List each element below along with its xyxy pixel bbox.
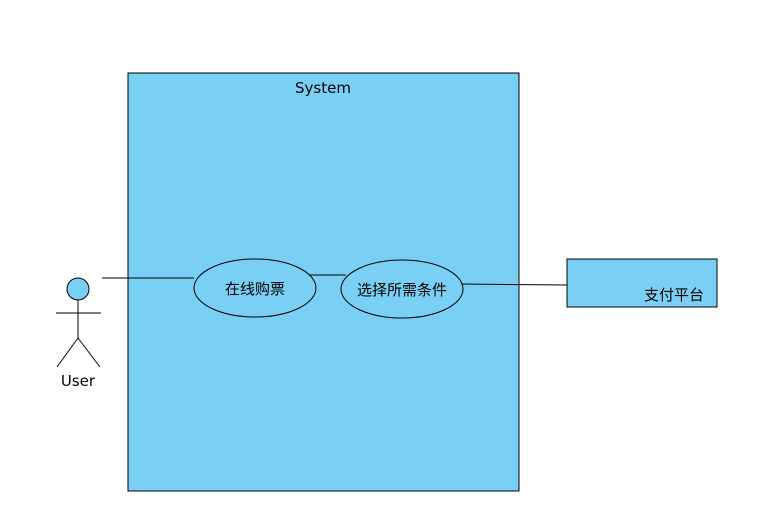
external-label: 支付平台 [644, 286, 704, 304]
use-case-select-conditions[interactable]: 选择所需条件 [340, 259, 464, 319]
actor-left-leg [56, 337, 79, 368]
actor-user[interactable]: User [56, 277, 101, 390]
actor-right-leg [77, 337, 101, 368]
association-select-payment[interactable] [459, 283, 568, 286]
use-case-ellipse [340, 259, 464, 319]
actor-label: User [61, 372, 96, 390]
use-case-ellipse [193, 258, 317, 318]
use-case-online-ticket[interactable]: 在线购票 [193, 258, 317, 318]
use-case-label: 选择所需条件 [357, 281, 447, 299]
actor-head [66, 277, 90, 301]
external-payment-platform[interactable]: 支付平台 [566, 258, 718, 308]
use-case-label: 在线购票 [225, 280, 285, 298]
external-box [566, 258, 718, 308]
system-label: System [295, 79, 351, 97]
